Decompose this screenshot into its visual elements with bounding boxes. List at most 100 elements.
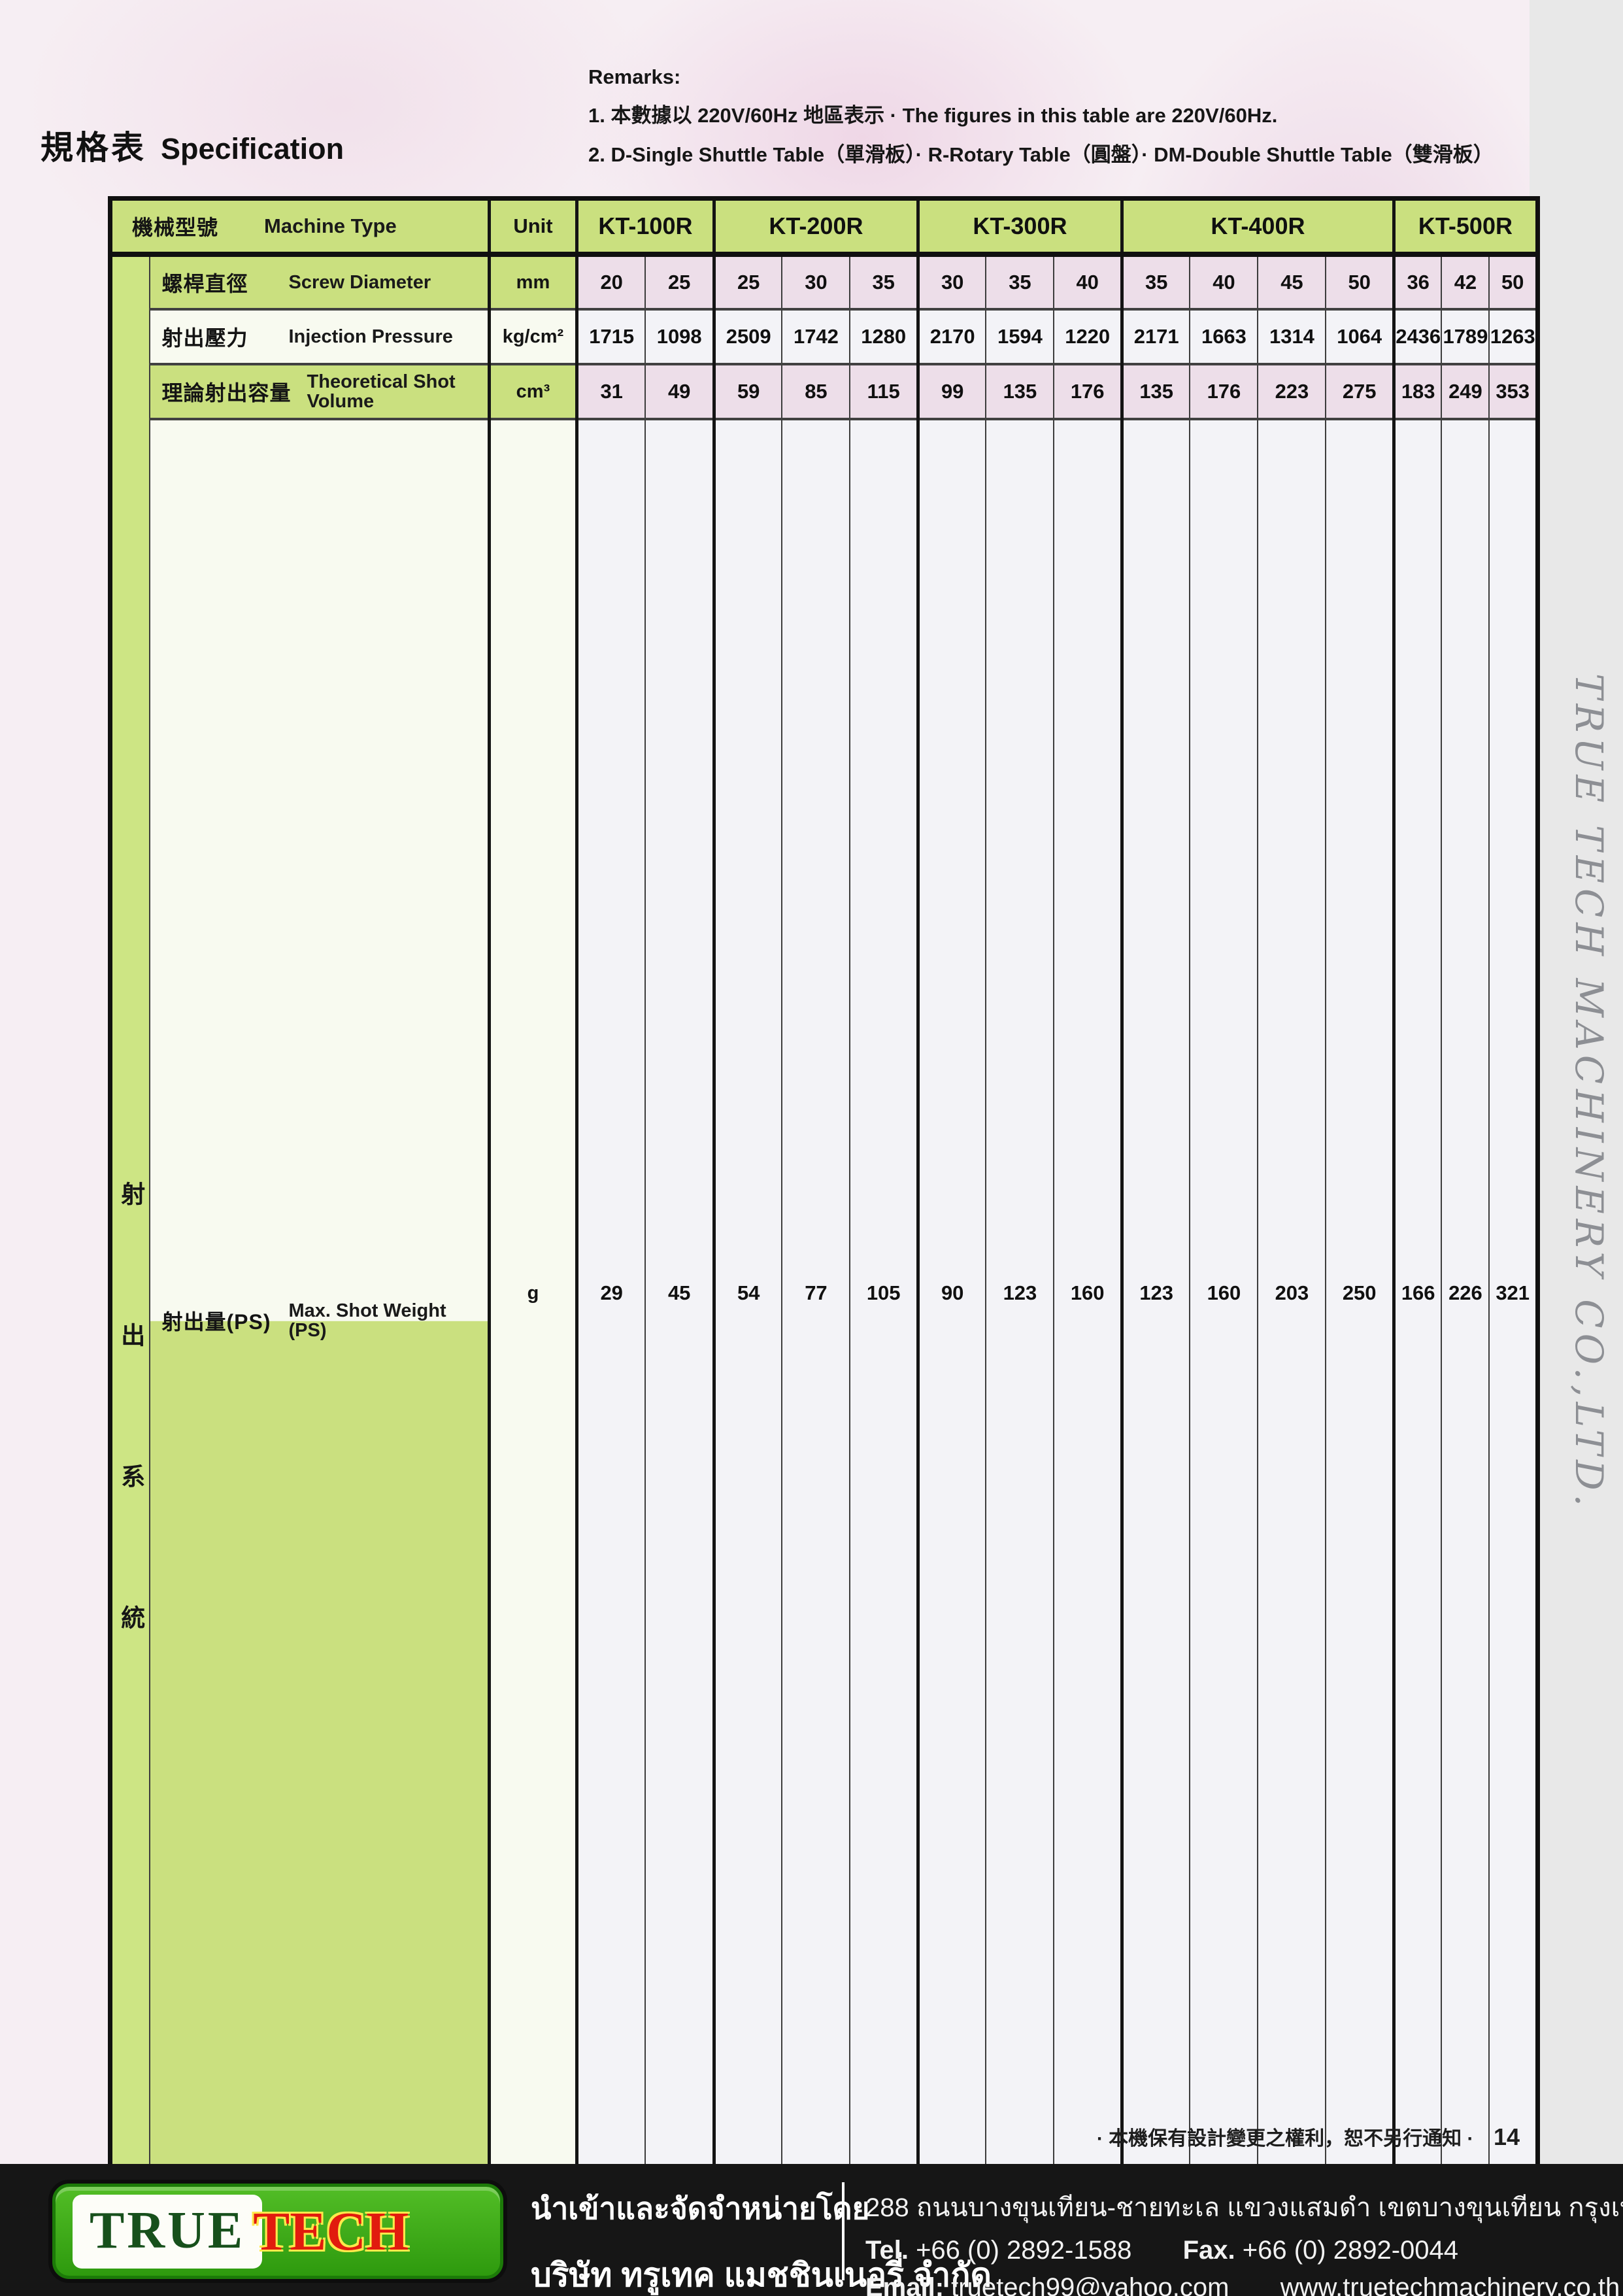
- footer-bar: TRUE TECH นำเข้าและจัดจำหน่ายโดย บริษัท …: [0, 2164, 1623, 2296]
- fax-number: +66 (0) 2892-0044: [1242, 2236, 1459, 2265]
- spec-cell: 99: [916, 363, 987, 420]
- spec-cell: 59: [712, 363, 783, 420]
- spec-cell: 275: [1325, 363, 1395, 420]
- spec-cell: 1789: [1441, 308, 1490, 365]
- spec-cell: 1663: [1189, 308, 1259, 365]
- spec-value: 45: [667, 1281, 691, 1305]
- contact-phone-line: Tel. +66 (0) 2892-1588 Fax. +66 (0) 2892…: [865, 2236, 1623, 2265]
- spec-cell: 2170: [916, 308, 987, 365]
- fax-label: Fax.: [1182, 2236, 1235, 2265]
- spec-value: 30: [805, 271, 828, 294]
- tel-label: Tel.: [865, 2236, 909, 2265]
- spec-value: 40: [1213, 271, 1235, 294]
- spec-value: 1263: [1490, 325, 1535, 348]
- table-row: 射出壓力 Injection Pressure kg/cm² 1715 1098 2509…: [110, 308, 1539, 365]
- spec-value: 35: [1009, 271, 1031, 294]
- unit-cell: mm: [488, 252, 578, 311]
- spec-value: 50: [1348, 271, 1371, 294]
- side-company-name: TRUE TECH MACHINERY CO.,LTD.: [1567, 673, 1611, 1512]
- tel-number: +66 (0) 2892-1588: [916, 2236, 1132, 2265]
- table-body: 射出系統 螺桿直徑 Screw Diameter mm 20 25 25 30 35 30 35 40…: [109, 252, 1539, 2296]
- spec-value: 2436: [1396, 325, 1441, 348]
- row-label: 螺桿直徑 Screw Diameter: [148, 252, 490, 311]
- page-title-en: Specification: [161, 132, 344, 165]
- model-name: KT-200R: [769, 212, 863, 239]
- spec-cell: 1742: [781, 308, 851, 365]
- row-label-zh: 射出壓力: [161, 326, 248, 350]
- spec-value: 25: [667, 271, 691, 294]
- spec-cell: 1064: [1325, 308, 1395, 365]
- spec-value: 20: [600, 271, 623, 294]
- spec-cell: 36: [1392, 252, 1443, 311]
- unit-header: Unit: [488, 197, 578, 257]
- spec-value: 135: [1003, 380, 1037, 403]
- page-title: 規格表 Specification: [41, 122, 344, 169]
- spec-cell: 176: [1053, 363, 1123, 420]
- model-header-kt-500r: KT-500R: [1392, 197, 1539, 257]
- spec-cell: 35: [849, 252, 919, 311]
- spec-value: 35: [872, 271, 895, 294]
- spec-value: 36: [1407, 271, 1430, 294]
- spec-cell: 1263: [1488, 308, 1539, 365]
- model-name: KT-400R: [1211, 212, 1305, 239]
- row-label: 理論射出容量 Theoretical Shot Volume: [148, 363, 490, 420]
- spec-value: 1280: [861, 325, 907, 348]
- spec-value: 1314: [1269, 325, 1314, 348]
- spec-value: 166: [1401, 1281, 1435, 1305]
- spec-value: 160: [1207, 1281, 1241, 1305]
- row-label-wrap: 螺桿直徑 Screw Diameter: [151, 267, 488, 297]
- spec-cell: 115: [849, 363, 919, 420]
- machine-type-zh: 機械型號: [132, 216, 219, 239]
- spec-cell: 25: [644, 252, 715, 311]
- spec-value: 77: [805, 1281, 828, 1305]
- spec-value: 2171: [1133, 325, 1179, 348]
- section-label: 射出系統: [117, 1181, 144, 1746]
- spec-value: 54: [737, 1281, 760, 1305]
- unit-value: mm: [516, 271, 550, 293]
- table-row: 理論射出容量 Theoretical Shot Volume cm³ 31 49 59 85…: [110, 363, 1539, 420]
- spec-cell: 321: [1488, 418, 1539, 2169]
- spec-value: 2509: [726, 325, 771, 348]
- logo-tech-text: TECH: [253, 2201, 409, 2262]
- spec-cell: 90: [916, 418, 987, 2169]
- spec-value: 160: [1070, 1281, 1105, 1305]
- row-label-en: Screw Diameter: [288, 271, 431, 293]
- spec-value: 49: [667, 380, 691, 403]
- spec-cell: 1220: [1053, 308, 1123, 365]
- contact-block: 288 ถนนบางขุนเทียน-ชายทะเล แขวงแสมดำ เขต…: [865, 2178, 1623, 2296]
- model-header-kt-300r: KT-300R: [916, 197, 1123, 257]
- spec-value: 99: [941, 380, 964, 403]
- unit-value: g: [527, 1282, 539, 1304]
- spec-cell: 45: [644, 418, 715, 2169]
- spec-value: 1715: [589, 325, 635, 348]
- row-label-wrap: 射出量(PS) Max. Shot Weight (PS): [151, 1301, 488, 1341]
- spec-cell: 50: [1325, 252, 1395, 311]
- spec-value: 42: [1454, 271, 1477, 294]
- spec-value: 183: [1401, 380, 1435, 403]
- spec-cell: 20: [575, 252, 646, 311]
- spec-value: 1098: [656, 325, 702, 348]
- model-header-kt-100r: KT-100R: [575, 197, 715, 257]
- spec-cell: 30: [916, 252, 987, 311]
- model-name: KT-300R: [973, 212, 1067, 239]
- spec-cell: 1280: [849, 308, 919, 365]
- spec-cell: 123: [985, 418, 1055, 2169]
- spec-value: 223: [1275, 380, 1309, 403]
- unit-cell: g: [488, 418, 578, 2169]
- email-label: Email:: [865, 2273, 945, 2296]
- spec-value: 1220: [1065, 325, 1111, 348]
- table-header: 機械型號 Machine Type Unit KT-100R KT-200R KT-300…: [109, 197, 1539, 257]
- table-row: 射出系統 螺桿直徑 Screw Diameter mm 20 25 25 30 35 30 35 40…: [109, 252, 1539, 2296]
- spec-cell: 223: [1257, 363, 1327, 420]
- machine-type-en: Machine Type: [264, 214, 397, 237]
- spec-cell: 31: [575, 363, 646, 420]
- spec-cell: 249: [1441, 363, 1490, 420]
- spec-cell: 1594: [985, 308, 1055, 365]
- unit-cell: cm³: [488, 363, 578, 420]
- row-label-wrap: 理論射出容量 Theoretical Shot Volume: [151, 371, 488, 412]
- spec-value: 226: [1448, 1281, 1482, 1305]
- spec-value: 59: [737, 380, 760, 403]
- spec-cell: 25: [712, 252, 783, 311]
- spec-cell: 166: [1392, 418, 1443, 2169]
- model-name: KT-100R: [598, 212, 693, 239]
